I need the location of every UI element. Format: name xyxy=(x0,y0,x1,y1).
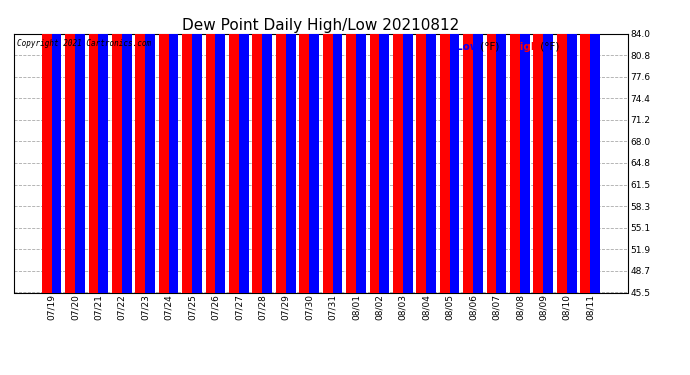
Bar xyxy=(262,0,272,292)
Bar xyxy=(99,0,108,292)
Bar xyxy=(309,0,319,292)
Bar xyxy=(450,0,460,292)
Bar xyxy=(206,0,215,292)
Bar xyxy=(440,0,450,292)
Bar xyxy=(75,0,85,292)
Bar xyxy=(215,0,226,292)
Bar xyxy=(333,0,342,292)
Bar xyxy=(557,0,566,292)
Bar xyxy=(41,0,52,292)
Bar xyxy=(533,0,543,292)
Bar xyxy=(323,0,333,292)
Bar xyxy=(543,0,553,292)
Bar xyxy=(426,0,436,292)
Text: Low: Low xyxy=(456,42,480,51)
Bar xyxy=(286,0,295,292)
Bar xyxy=(182,0,192,292)
Bar xyxy=(253,0,262,292)
Bar xyxy=(112,0,122,292)
Bar xyxy=(65,0,75,292)
Bar xyxy=(510,0,520,292)
Bar xyxy=(239,0,248,292)
Bar xyxy=(276,0,286,292)
Bar xyxy=(520,0,530,292)
Bar xyxy=(473,0,483,292)
Bar xyxy=(356,0,366,292)
Text: (°F): (°F) xyxy=(477,42,500,51)
Bar xyxy=(52,0,61,292)
Bar xyxy=(135,0,145,292)
Bar xyxy=(393,0,403,292)
Bar xyxy=(497,0,506,292)
Bar xyxy=(346,0,356,292)
Bar xyxy=(580,0,590,292)
Text: (°F): (°F) xyxy=(537,42,560,51)
Title: Dew Point Daily High/Low 20210812: Dew Point Daily High/Low 20210812 xyxy=(182,18,460,33)
Bar xyxy=(88,0,99,292)
Bar xyxy=(299,0,309,292)
Bar xyxy=(380,0,389,292)
Bar xyxy=(416,0,426,292)
Bar xyxy=(122,0,132,292)
Bar xyxy=(145,0,155,292)
Bar xyxy=(590,0,600,292)
Bar xyxy=(168,0,179,292)
Bar xyxy=(486,0,497,292)
Bar xyxy=(370,0,380,292)
Bar xyxy=(463,0,473,292)
Bar xyxy=(159,0,168,292)
Text: Copyright 2021 Cartronics.com: Copyright 2021 Cartronics.com xyxy=(17,39,151,48)
Bar xyxy=(192,0,202,292)
Bar xyxy=(229,0,239,292)
Text: High: High xyxy=(511,42,538,51)
Bar xyxy=(403,0,413,292)
Bar xyxy=(566,0,577,292)
